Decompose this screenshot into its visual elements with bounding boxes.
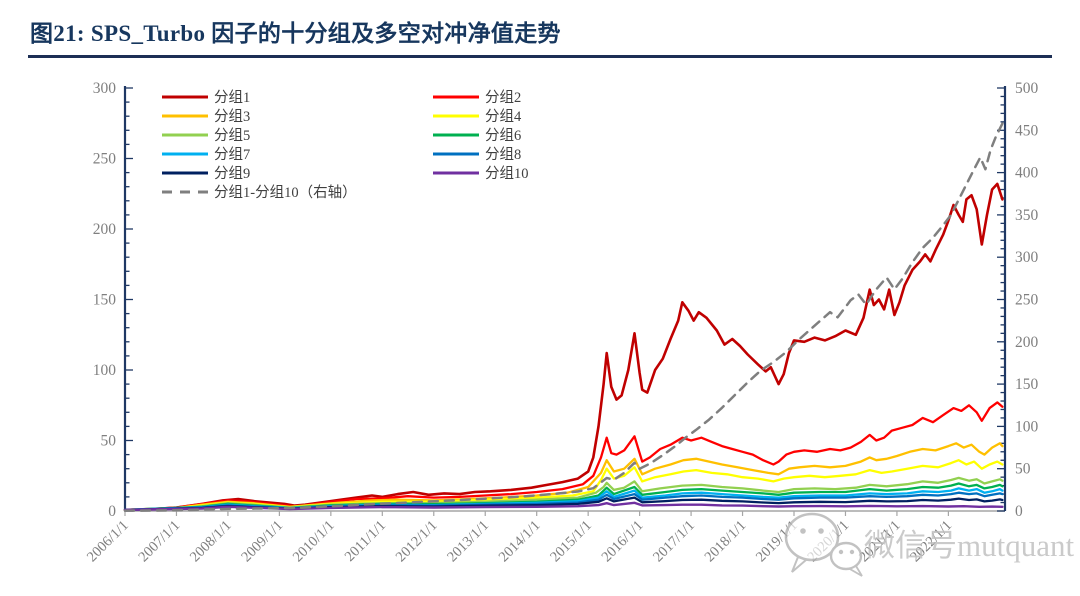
y-right-tick-label: 50 — [1015, 461, 1031, 478]
x-tick-label: 2011/1/1 — [342, 518, 389, 565]
x-tick-label: 2017/1/1 — [650, 518, 698, 566]
series-line-group3 — [123, 442, 1004, 512]
y-right-tick-label: 400 — [1015, 165, 1039, 182]
header: 图21: SPS_Turbo 因子的十分组及多空对冲净值走势 — [0, 0, 1080, 58]
legend-label-group3: 分组3 — [214, 108, 250, 125]
y-left-tick-label: 200 — [93, 221, 117, 238]
legend-label-group1: 分组1 — [214, 89, 250, 106]
y-left-tick-label: 0 — [108, 503, 116, 520]
legend-item-group6: 分组6 — [433, 127, 521, 144]
series-line-group4 — [123, 459, 1004, 512]
x-tick-label: 2009/1/1 — [238, 518, 286, 566]
y-right-tick-label: 100 — [1015, 418, 1039, 435]
legend-label-group7: 分组7 — [214, 146, 250, 163]
y-right-tick-label: 500 — [1015, 80, 1039, 97]
y-right-tick-label: 200 — [1015, 334, 1039, 351]
legend-item-longshort: 分组1-分组10（右轴） — [162, 184, 357, 201]
y-right-tick-label: 250 — [1015, 292, 1039, 309]
watermark: 微信号mutquant — [784, 512, 1074, 577]
series-line-group1 — [123, 182, 1004, 512]
y-left-tick-label: 100 — [93, 362, 117, 379]
legend-item-group10: 分组10 — [433, 165, 529, 182]
series-line-longshort — [123, 122, 1004, 512]
x-tick-label: 2013/1/1 — [444, 518, 492, 566]
x-tick-label: 2015/1/1 — [547, 518, 595, 566]
legend-label-group4: 分组4 — [485, 108, 522, 125]
legend-item-group7: 分组7 — [162, 146, 250, 163]
title-rule — [28, 55, 1052, 58]
y-left-tick-label: 250 — [93, 151, 117, 168]
x-tick-label: 2008/1/1 — [187, 518, 235, 566]
y-left-tick-label: 300 — [93, 80, 117, 97]
x-tick-label: 2010/1/1 — [290, 518, 338, 566]
y-right-tick-label: 450 — [1015, 122, 1039, 139]
legend-label-group10: 分组10 — [485, 165, 529, 182]
page-title: 图21: SPS_Turbo 因子的十分组及多空对冲净值走势 — [30, 21, 561, 46]
x-tick-label: 2016/1/1 — [599, 518, 647, 566]
legend-label-group2: 分组2 — [485, 89, 521, 106]
legend-label-group8: 分组8 — [485, 146, 521, 163]
legend-item-group8: 分组8 — [433, 146, 521, 163]
series-line-group2 — [123, 401, 1004, 512]
legend-item-group3: 分组3 — [162, 108, 250, 125]
legend-label-group5: 分组5 — [214, 127, 250, 144]
x-tick-label: 2014/1/1 — [496, 518, 544, 566]
wechat-icon — [784, 512, 863, 577]
legend-label-group6: 分组6 — [485, 127, 521, 144]
y-right-tick-label: 0 — [1015, 503, 1023, 520]
x-tick-label: 2012/1/1 — [393, 518, 441, 566]
y-left-tick-label: 50 — [101, 433, 117, 450]
legend-item-group9: 分组9 — [162, 165, 250, 182]
watermark-text: 微信号mutquant — [864, 528, 1074, 563]
y-right-tick-label: 350 — [1015, 207, 1039, 224]
legend-item-group2: 分组2 — [433, 89, 521, 106]
legend-label-longshort: 分组1-分组10（右轴） — [214, 184, 357, 201]
legend-label-group9: 分组9 — [214, 165, 250, 182]
y-left-tick-label: 150 — [93, 292, 117, 309]
x-tick-label: 2007/1/1 — [136, 518, 184, 566]
x-tick-label: 2006/1/1 — [84, 518, 132, 566]
x-tick-label: 2018/1/1 — [702, 518, 750, 566]
legend-item-group5: 分组5 — [162, 127, 250, 144]
series-line-group10 — [123, 501, 1004, 512]
legend-item-group1: 分组1 — [162, 89, 250, 106]
y-right-tick-label: 300 — [1015, 249, 1039, 266]
legend-item-group4: 分组4 — [433, 108, 522, 125]
y-right-tick-label: 150 — [1015, 376, 1039, 393]
